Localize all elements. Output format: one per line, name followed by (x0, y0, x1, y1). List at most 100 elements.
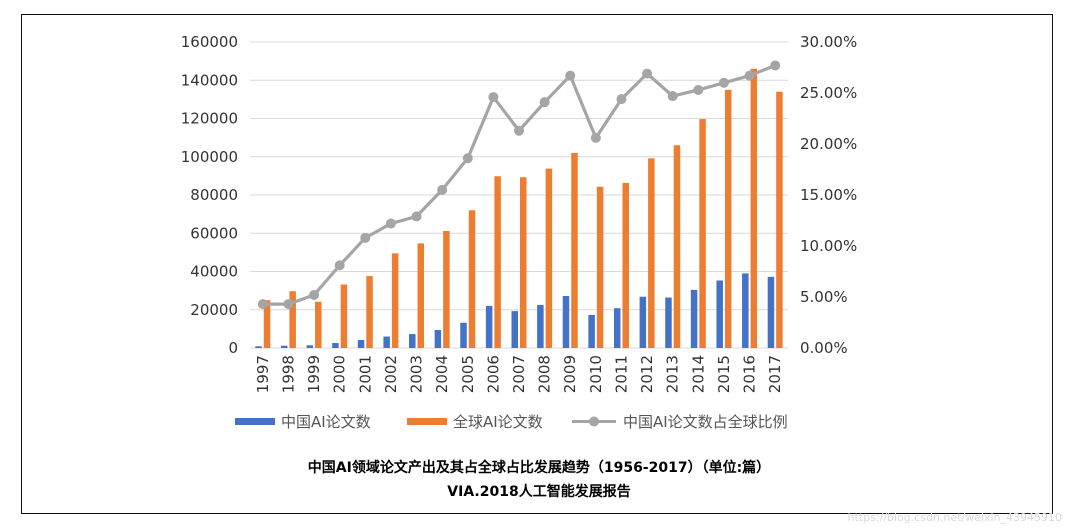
bar-china-2014 (690, 289, 698, 348)
left-tick-label: 100000 (181, 148, 238, 166)
right-tick-label: 10.00% (800, 237, 857, 255)
left-tick-label: 80000 (190, 186, 238, 204)
bar-china-2016 (742, 273, 749, 348)
ratio-point-2002 (385, 218, 396, 229)
x-tick-label: 1998 (279, 355, 297, 393)
ratio-point-2015 (718, 77, 729, 88)
x-tick-label: 2003 (408, 355, 426, 393)
ratio-point-2011 (616, 94, 627, 105)
legend-marker-ratio (589, 416, 599, 427)
x-tick-label: 2002 (382, 355, 400, 393)
bar-china-2001 (357, 339, 365, 348)
ratio-point-2007 (514, 125, 524, 136)
x-tick-label: 2005 (459, 355, 477, 393)
x-tick-label: 2004 (433, 355, 451, 393)
bar-china-2009 (562, 295, 570, 348)
ratio-point-1997 (257, 299, 268, 310)
series-ratio-line (257, 60, 781, 310)
bar-global-2002 (391, 253, 399, 348)
bar-china-2007 (511, 311, 518, 348)
ratio-point-2016 (744, 70, 755, 81)
bar-global-2003 (417, 243, 425, 348)
ratio-point-2000 (334, 260, 345, 271)
right-tick-label: 15.00% (800, 186, 857, 204)
ratio-point-2014 (693, 84, 704, 95)
legend-label-global: 全球AI论文数 (453, 413, 543, 431)
right-tick-label: 5.00% (800, 288, 848, 306)
x-axis-ticks: 1997 1998 1999 2000 2001 2002 2003 2004 2005 2006… (254, 355, 784, 393)
ratio-point-2008 (539, 97, 550, 108)
legend-item-ratio: 中国AI论文数占全球比例 (572, 413, 788, 431)
bar-global-2008 (545, 168, 553, 348)
right-tick-label: 20.00% (800, 135, 857, 153)
x-tick-label: 2001 (356, 355, 374, 393)
bar-china-2000 (332, 343, 339, 348)
right-tick-label: 25.00% (800, 84, 857, 102)
legend-item-china: 中国AI论文数 (235, 413, 371, 431)
caption-source: VIA.2018人工智能发展报告 (447, 483, 630, 500)
x-tick-label: 2012 (638, 355, 656, 393)
bar-china-2017 (767, 276, 775, 348)
bar-china-2005 (460, 322, 467, 348)
bar-global-2004 (443, 230, 450, 348)
bar-global-2007 (520, 177, 527, 348)
bar-china-1997 (255, 346, 262, 348)
left-tick-label: 40000 (190, 263, 238, 281)
x-tick-label: 2007 (510, 355, 528, 393)
legend-item-global: 全球AI论文数 (407, 413, 543, 431)
x-tick-label: 2015 (715, 355, 733, 393)
legend-label-ratio: 中国AI论文数占全球比例 (623, 413, 788, 431)
x-tick-label: 2011 (612, 355, 630, 393)
x-tick-label: 2000 (331, 355, 349, 393)
bar-china-2015 (716, 280, 723, 348)
ratio-point-2005 (462, 153, 473, 164)
bar-global-2006 (494, 176, 501, 348)
left-tick-label: 120000 (181, 110, 238, 128)
ratio-point-2004 (437, 184, 448, 195)
left-tick-label: 160000 (181, 33, 238, 51)
ratio-point-2017 (770, 60, 781, 71)
x-tick-label: 2008 (536, 355, 554, 393)
left-tick-label: 60000 (190, 224, 238, 242)
ratio-point-2001 (360, 232, 371, 243)
bar-global-2010 (596, 186, 604, 348)
ratio-point-2010 (590, 132, 601, 143)
bar-global-2016 (750, 68, 758, 349)
grid-lines (250, 41, 788, 349)
bar-global-2013 (673, 145, 681, 348)
bar-china-2010 (588, 314, 595, 348)
bar-china-2011 (613, 308, 621, 348)
bar-china-1999 (306, 345, 314, 348)
figure-frame (21, 14, 1053, 514)
bar-global-1998 (289, 291, 296, 348)
ratio-point-2009 (565, 70, 576, 81)
right-axis-ticks: 30.00% 25.00% 20.00% 15.00% 10.00% 5.00% 0.00% (800, 33, 857, 357)
bar-china-2004 (434, 330, 442, 348)
bar-global-2000 (340, 284, 348, 348)
x-tick-label: 2017 (766, 355, 784, 393)
ratio-point-1998 (283, 299, 294, 310)
x-tick-label: 2006 (484, 355, 502, 393)
ratio-point-2003 (411, 211, 422, 222)
legend: 中国AI论文数 全球AI论文数 中国AI论文数占全球比例 (235, 413, 788, 431)
ratio-point-2006 (488, 92, 499, 103)
series-global-bars (263, 68, 783, 349)
x-tick-label: 1997 (254, 355, 272, 393)
bar-china-2003 (409, 334, 416, 348)
bar-global-2015 (724, 89, 732, 348)
bar-china-2012 (639, 296, 647, 348)
bar-global-2009 (571, 152, 578, 348)
left-axis-ticks: 160000 140000 120000 100000 80000 60000 40000 2… (181, 33, 238, 357)
bar-china-2008 (537, 304, 544, 348)
x-tick-label: 2016 (741, 355, 759, 393)
bar-china-2002 (383, 336, 390, 348)
bar-global-2012 (648, 158, 655, 348)
caption-title: 中国AI领域论文产出及其占全球占比发展趋势（1956-2017）（单位:篇） (308, 459, 770, 476)
bar-global-2005 (468, 210, 476, 348)
series-china-bars (255, 273, 775, 348)
x-tick-label: 2010 (587, 355, 605, 393)
x-tick-label: 2014 (689, 355, 707, 393)
bar-global-2011 (622, 182, 629, 348)
bar-china-2013 (665, 297, 672, 348)
